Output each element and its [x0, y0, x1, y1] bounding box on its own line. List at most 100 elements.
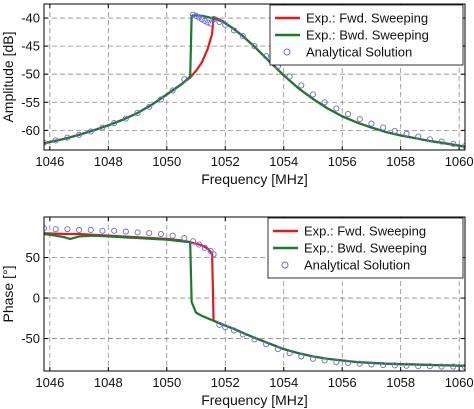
panel1-xtick-label: 1056	[328, 154, 357, 169]
panel1-ytick-label: -60	[21, 123, 40, 138]
panel1-xtick-label: 1046	[35, 154, 64, 169]
panel2-analytical-marker	[345, 359, 352, 366]
panel2-legend-label: Exp.: Bwd. Sweeping	[304, 241, 427, 256]
panel2-xtick-label: 1060	[445, 375, 474, 390]
panel2-analytical-marker	[157, 230, 164, 238]
panel1-analytical-marker	[207, 20, 214, 27]
panel1-analytical-marker	[222, 21, 229, 28]
panel1-xtick-label: 1052	[211, 154, 240, 169]
panel2-analytical-marker	[52, 226, 59, 233]
panel1-analytical-marker	[192, 12, 200, 19]
panel1-ytick-label: -40	[21, 11, 40, 26]
panel2-analytical-marker	[286, 350, 293, 357]
panel1-ytick-label: -45	[21, 39, 40, 54]
panel2-xtick-label: 1046	[35, 375, 64, 390]
panel1-analytical-marker	[345, 111, 352, 118]
panel1-ytick-label: -50	[21, 67, 40, 82]
panel2-analytical-marker	[368, 361, 375, 368]
panel2-axes-frame	[43, 216, 466, 372]
panel1-analytical-marker	[169, 87, 176, 94]
panel1-analytical-marker	[230, 27, 238, 34]
panel2-analytical-marker	[87, 226, 94, 234]
panel2-analytical-marker	[380, 361, 387, 368]
panel2-analytical-marker	[251, 336, 258, 343]
panel2-analytical-marker	[216, 321, 223, 328]
panel1-analytical-marker	[391, 127, 398, 134]
panel2-analytical-marker	[111, 227, 118, 234]
panel2-analytical-marker	[415, 363, 422, 370]
panel2-analytical-marker	[222, 324, 229, 331]
panel1-xtick-label: 1048	[94, 154, 123, 169]
panel1-xtick-label: 1054	[269, 154, 298, 169]
panel1-legend-box	[269, 4, 464, 66]
panel2-xtick-label: 1050	[152, 375, 181, 390]
panel2-xtick-label: 1048	[94, 375, 123, 390]
panel1-analytical-marker	[298, 82, 305, 89]
panel2-analytical-marker	[438, 363, 445, 370]
panel1-analytical-marker	[438, 138, 445, 145]
panel1-analytical-marker	[403, 130, 410, 137]
panel2-legend-label: Analytical Solution	[304, 258, 410, 273]
panel2-analytical-marker	[309, 355, 317, 362]
panel2-xtick-label: 1054	[269, 375, 298, 390]
panel2-analytical-marker	[356, 360, 363, 367]
panel1-analytical-marker	[198, 16, 205, 23]
panel1-analytical-marker	[356, 116, 363, 123]
panel1-xtick-label: 1050	[152, 154, 181, 169]
panel2-analytical-marker	[230, 327, 238, 334]
panel1-analytical-marker	[239, 32, 246, 40]
panel2-analytical-marker	[450, 363, 457, 370]
panel2-xtick-label: 1058	[386, 375, 415, 390]
panel1-xtick-label: 1060	[445, 154, 474, 169]
panel1-analytical-marker	[134, 109, 141, 116]
panel1-analytical-marker	[201, 17, 208, 24]
panel2-analytical-marker	[426, 363, 433, 370]
panel1-ytick-label: -55	[21, 95, 40, 110]
panel1-xtick-label: 1058	[386, 154, 415, 169]
panel1-series-line-bwd	[44, 14, 465, 148]
panel2-analytical-marker	[76, 226, 83, 234]
panel2-analytical-marker	[263, 341, 270, 348]
panel1-analytical-marker	[195, 14, 203, 21]
panel2-plot-area	[44, 225, 465, 370]
panel2-analytical-marker	[391, 362, 398, 369]
panel1-analytical-marker	[122, 115, 129, 122]
panel1-analytical-marker	[380, 124, 387, 131]
panel1-analytical-marker	[286, 73, 293, 80]
panel1-analytical-marker	[87, 128, 94, 135]
panel1-legend-label: Exp.: Bwd. Sweeping	[306, 28, 429, 43]
panel1-analytical-marker	[321, 99, 328, 106]
panel2-analytical-marker	[321, 357, 328, 364]
panel1-legend-label: Exp.: Fwd. Sweeping	[306, 11, 428, 26]
panel2-analytical-marker	[201, 244, 208, 251]
panel2-analytical-marker	[190, 238, 197, 245]
panel2-analytical-marker	[195, 241, 203, 248]
panel2-series-line-bwd	[44, 232, 465, 367]
panel1-axes-frame	[43, 3, 466, 151]
panel1-analytical-marker	[263, 53, 270, 60]
panel2-analytical-marker	[146, 230, 153, 237]
panel2-analytical-marker	[99, 227, 106, 234]
panel2-ytick-label: 0	[33, 291, 40, 306]
panel2-analytical-marker	[122, 228, 129, 235]
panel1-analytical-marker	[190, 11, 197, 18]
panel1-analytical-marker	[52, 137, 59, 144]
panel2-analytical-marker	[403, 362, 410, 369]
panel2-analytical-marker	[169, 232, 176, 239]
panel2-analytical-marker	[64, 226, 71, 233]
panel2-legend-label: Exp.: Fwd. Sweeping	[304, 224, 426, 239]
panel2-xtick-label: 1052	[211, 375, 240, 390]
panel1-analytical-marker	[216, 18, 223, 26]
panel1-analytical-marker	[99, 124, 106, 131]
panel1-y-axis-label: Amplitude [dB]	[0, 31, 16, 122]
panel1-analytical-marker	[450, 140, 457, 147]
panel2-legend-box	[267, 217, 464, 279]
panel2-xtick-label: 1056	[328, 375, 357, 390]
panel2-x-axis-label: Frequency [MHz]	[201, 392, 308, 408]
panel2-analytical-marker	[298, 353, 305, 360]
panel1-analytical-marker	[210, 16, 217, 23]
panel2-ytick-label: 50	[26, 250, 40, 265]
panel1-analytical-marker	[333, 105, 340, 112]
panel2-analytical-marker	[181, 235, 188, 242]
